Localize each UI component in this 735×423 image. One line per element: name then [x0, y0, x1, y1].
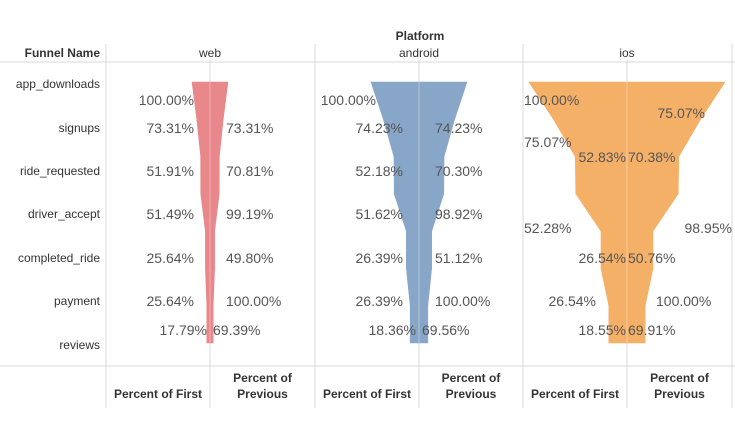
label-previous-ios-reviews: 69.91%	[628, 322, 675, 338]
footer-percent-of-previous-line1: Percent of	[650, 371, 710, 385]
funnel-web	[191, 81, 229, 344]
label-previous-web-driver_accept: 99.19%	[226, 206, 273, 222]
label-first-android-driver_accept: 51.62%	[356, 206, 403, 222]
stage-label: completed_ride	[18, 251, 100, 265]
funnels	[191, 81, 726, 344]
label-previous-web-completed_ride: 49.80%	[226, 250, 273, 266]
label-first-web-completed_ride: 25.64%	[147, 250, 194, 266]
footer-percent-of-previous-line1: Percent of	[233, 371, 293, 385]
stage-label: signups	[59, 121, 100, 135]
label-first-android-payment: 26.39%	[356, 293, 403, 309]
label-previous-android-signups: 74.23%	[435, 120, 482, 136]
label-first-ios-payment: 26.54%	[549, 293, 596, 309]
stage-label: driver_accept	[28, 207, 101, 221]
label-first-web-signups: 73.31%	[147, 120, 194, 136]
footer-percent-of-previous-line1: Percent of	[442, 371, 502, 385]
value-labels: 100.00% 73.31% 73.31% 51.91% 70.81% 51.49% 99.…	[139, 92, 732, 338]
stage-label: payment	[54, 294, 101, 308]
label-first-web-payment: 25.64%	[147, 293, 194, 309]
label-first-web-app_downloads: 100.00%	[139, 92, 194, 108]
label-previous-ios-payment: 100.00%	[656, 293, 711, 309]
label-previous-web-reviews: 69.39%	[213, 322, 260, 338]
label-previous-web-ride_requested: 70.81%	[226, 163, 273, 179]
label-first-ios-app_downloads: 100.00%	[524, 92, 579, 108]
footer-percent-of-previous-line2: Previous	[654, 387, 705, 401]
label-first-ios-ride_requested: 52.83%	[579, 149, 626, 165]
label-first-android-completed_ride: 26.39%	[356, 250, 403, 266]
label-first-android-app_downloads: 100.00%	[321, 92, 376, 108]
label-first-ios-driver_accept: 52.28%	[524, 220, 571, 236]
label-previous-web-payment: 100.00%	[226, 293, 281, 309]
stage-label: app_downloads	[16, 77, 100, 91]
footer-percent-of-first: Percent of First	[114, 387, 202, 401]
platform-header-ios: ios	[619, 46, 634, 60]
platform-headers: web android ios	[198, 46, 635, 60]
label-previous-ios-driver_accept: 98.95%	[685, 220, 732, 236]
labels-android: 100.00% 74.23% 74.23% 52.18% 70.30% 51.62% 98.…	[321, 92, 491, 338]
footer-percent-of-previous-line2: Previous	[237, 387, 288, 401]
funnel-segment-android-reviews	[409, 305, 429, 344]
label-previous-android-completed_ride: 51.12%	[435, 250, 482, 266]
label-previous-ios-signups: 75.07%	[658, 105, 705, 121]
footer-percent-of-first: Percent of First	[323, 387, 411, 401]
label-first-ios-completed_ride: 26.54%	[579, 250, 626, 266]
footer-percent-of-previous-line2: Previous	[446, 387, 497, 401]
label-first-android-signups: 74.23%	[356, 120, 403, 136]
label-first-android-ride_requested: 52.18%	[356, 163, 403, 179]
label-previous-android-payment: 100.00%	[435, 293, 490, 309]
stage-label: ride_requested	[20, 164, 100, 178]
funnel-segment-ios-reviews	[608, 305, 646, 344]
label-first-web-driver_accept: 51.49%	[147, 206, 194, 222]
label-first-web-ride_requested: 51.91%	[147, 163, 194, 179]
label-previous-android-reviews: 69.56%	[422, 322, 469, 338]
label-first-ios-signups: 75.07%	[524, 134, 571, 150]
platform-header-android: android	[399, 46, 439, 60]
funnel-segment-web-reviews	[206, 305, 214, 344]
row-header: Funnel Name	[25, 46, 101, 60]
labels-ios: 100.00% 75.07% 75.07% 52.83% 70.38% 52.28% 98.…	[524, 92, 732, 338]
measure-footers: Percent of First Percent of Previous Percen…	[114, 371, 710, 401]
label-first-ios-reviews: 18.55%	[579, 322, 626, 338]
label-first-android-reviews: 18.36%	[369, 322, 416, 338]
chart-title: Platform	[396, 29, 445, 43]
footer-percent-of-first: Percent of First	[531, 387, 619, 401]
label-previous-android-ride_requested: 70.30%	[435, 163, 482, 179]
label-previous-ios-ride_requested: 70.38%	[628, 149, 675, 165]
funnel-android	[370, 81, 468, 344]
labels-web: 100.00% 73.31% 73.31% 51.91% 70.81% 51.49% 99.…	[139, 92, 282, 338]
label-first-web-reviews: 17.79%	[160, 322, 207, 338]
funnel-ios	[528, 81, 726, 344]
label-previous-android-driver_accept: 98.92%	[435, 206, 482, 222]
label-previous-ios-completed_ride: 50.76%	[628, 250, 675, 266]
stage-label: reviews	[59, 338, 100, 352]
platform-header-web: web	[198, 46, 221, 60]
label-previous-web-signups: 73.31%	[226, 120, 273, 136]
